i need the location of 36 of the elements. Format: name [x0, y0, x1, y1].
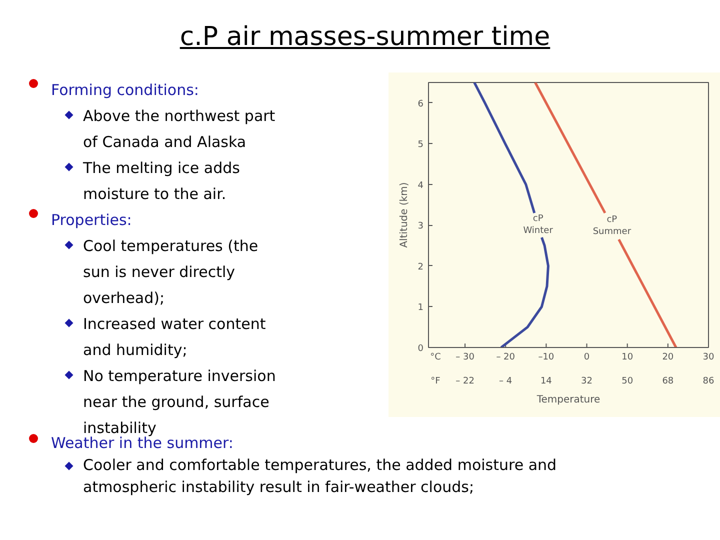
y-tick-label: 3 — [418, 222, 424, 232]
x-axis-title: Temperature — [536, 394, 600, 406]
y-tick-label: 4 — [418, 180, 424, 191]
x2-tick-label: 50 — [622, 376, 634, 386]
chart-title: c.P air masses-summer time — [178, 21, 552, 54]
x2-tick-label: – 22 — [456, 376, 474, 386]
x-tick-label: 30 — [702, 352, 714, 362]
x2-tick-label: 68 — [662, 376, 674, 386]
text: No temperature inversion near the ground, surface instability — [83, 366, 277, 437]
series-label: cP Summer — [592, 215, 632, 238]
x2-tick-label: – 4 — [499, 376, 512, 386]
x-tick-label: 20 — [662, 352, 674, 362]
series-label: cP Winter — [523, 214, 554, 236]
text: Above the northwest part of Canada and Alaska — [82, 106, 276, 153]
x2-tick-label: 14 — [540, 376, 552, 386]
text: °F — [430, 376, 440, 386]
text: Cool temperatures (the sun is never directly overhead); — [82, 236, 260, 309]
y-tick-label: 2 — [418, 262, 424, 272]
text: The melting ice adds moisture to the air. — [82, 158, 241, 205]
x2-tick-label: 32 — [581, 376, 592, 386]
text: Forming conditions: — [50, 80, 200, 101]
x2-tick-label: 86 — [702, 376, 714, 386]
x-tick-label: – 30 — [456, 352, 475, 362]
y-axis-title: Altitude (km) — [398, 182, 410, 248]
text: Increased water content and humidity; — [82, 314, 267, 361]
x-tick-label: 10 — [622, 352, 634, 362]
text: °C — [430, 352, 441, 362]
x-tick-label: –10 — [538, 352, 554, 362]
y-tick-label: 5 — [418, 140, 424, 150]
x-tick-label: 0 — [584, 352, 590, 362]
text: Properties: — [50, 210, 133, 231]
y-tick-label: 1 — [418, 303, 424, 314]
y-tick-label: 0 — [418, 344, 424, 354]
x-tick-label: – 20 — [496, 352, 516, 362]
text: Cooler and comfortable temperatures, the added moisture and atmospheric instability result in fair-weather clouds; — [82, 455, 558, 498]
y-tick-label: 6 — [418, 99, 424, 110]
